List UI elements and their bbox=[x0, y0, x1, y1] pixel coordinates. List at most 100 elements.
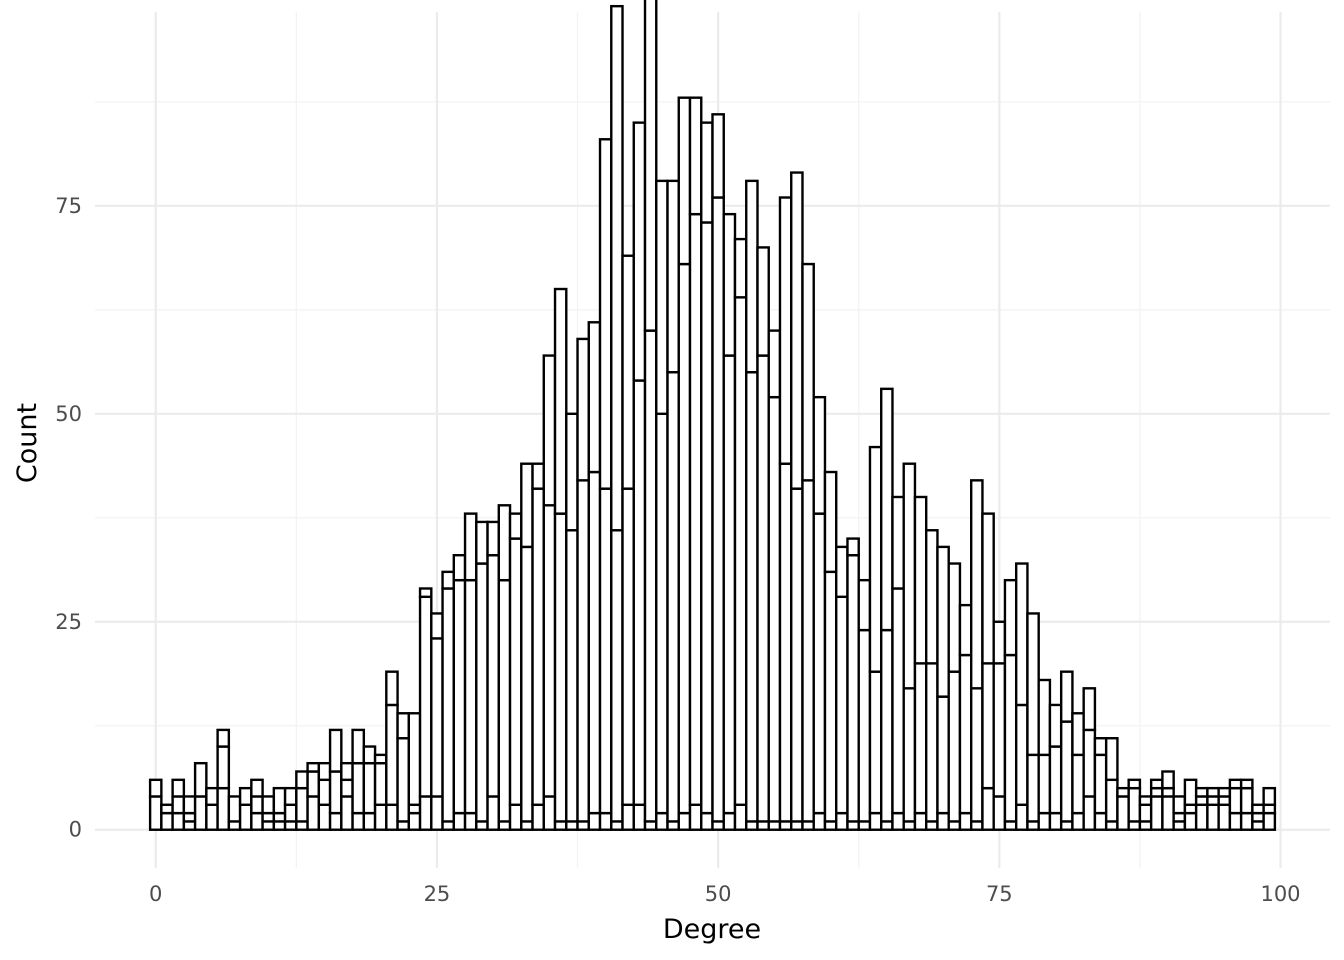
bar-segment bbox=[790, 487, 804, 823]
bar-segment bbox=[160, 811, 174, 831]
bar-segment bbox=[688, 803, 703, 831]
x-axis-title: Degree bbox=[663, 914, 761, 945]
bar-segment bbox=[958, 653, 973, 815]
bar-segment bbox=[328, 728, 343, 773]
bar-segment bbox=[362, 811, 377, 831]
bar-segment bbox=[317, 803, 332, 831]
bar-segment bbox=[880, 387, 894, 632]
bar-segment bbox=[981, 662, 995, 790]
bar-segment bbox=[531, 487, 545, 806]
bar-segment bbox=[182, 811, 197, 823]
bar-segment bbox=[418, 595, 433, 798]
bar-segment bbox=[1228, 778, 1243, 790]
x-tick-label: 100 bbox=[1260, 882, 1300, 906]
bar-segment bbox=[373, 753, 388, 765]
bar-segment bbox=[767, 329, 782, 399]
bar-segment bbox=[1071, 712, 1085, 757]
bar-segment bbox=[1014, 703, 1029, 806]
bar-segment bbox=[430, 612, 444, 640]
bar-segment bbox=[441, 587, 456, 823]
bar-segment bbox=[891, 811, 905, 831]
bar-segment bbox=[790, 820, 804, 831]
bar-segment bbox=[452, 554, 467, 582]
bar-segment bbox=[981, 512, 995, 665]
bar-segment bbox=[553, 287, 568, 515]
bar-segment bbox=[891, 495, 905, 590]
bar-segment bbox=[430, 637, 444, 798]
bar-segment bbox=[407, 803, 422, 815]
bar-segment bbox=[722, 354, 737, 815]
bar-segment bbox=[1104, 778, 1119, 823]
bar-segment bbox=[1239, 786, 1254, 815]
bar-segment bbox=[373, 803, 388, 831]
bar-segment bbox=[1071, 753, 1085, 815]
bar-segment bbox=[542, 354, 557, 507]
bars bbox=[148, 0, 1277, 831]
bar-segment bbox=[733, 296, 748, 806]
bar-segment bbox=[1127, 786, 1142, 823]
bar-segment bbox=[1251, 803, 1265, 815]
bar-segment bbox=[508, 537, 523, 806]
bar-segment bbox=[1082, 687, 1097, 732]
bar-segment bbox=[767, 395, 782, 823]
bar-segment bbox=[1251, 820, 1265, 831]
bar-segment bbox=[261, 811, 276, 823]
bar-segment bbox=[1161, 795, 1175, 831]
bar-segment bbox=[925, 662, 939, 823]
bar-segment bbox=[283, 803, 298, 823]
bar-segment bbox=[553, 820, 568, 831]
bar-segment bbox=[227, 795, 242, 823]
bar-segment bbox=[565, 412, 579, 532]
y-tick-label: 75 bbox=[55, 194, 82, 218]
bar-segment bbox=[756, 354, 770, 823]
bar-segment bbox=[1149, 786, 1164, 798]
bar-segment bbox=[801, 820, 815, 831]
bar-segment bbox=[1149, 778, 1164, 790]
bar-segment bbox=[610, 529, 624, 823]
bar-segment bbox=[1037, 811, 1052, 831]
y-axis-title: Count bbox=[12, 403, 43, 483]
bar-segment bbox=[531, 803, 545, 831]
bar-segment bbox=[666, 820, 680, 831]
bar-segment bbox=[666, 179, 680, 374]
bar-segment bbox=[598, 487, 613, 815]
bar-segment bbox=[733, 237, 748, 299]
bar-segment bbox=[1048, 745, 1063, 815]
bar-segment bbox=[677, 262, 692, 815]
bar-segment bbox=[711, 196, 725, 823]
bar-segment bbox=[812, 395, 827, 515]
bar-segment bbox=[362, 761, 377, 815]
bar-segment bbox=[238, 803, 253, 831]
bar-segment bbox=[1003, 578, 1018, 657]
bar-segment bbox=[880, 628, 894, 823]
bar-segment bbox=[452, 811, 467, 831]
bar-segment bbox=[1037, 753, 1052, 815]
bar-segment bbox=[1071, 811, 1085, 831]
bar-segment bbox=[283, 820, 298, 831]
bar-segment bbox=[745, 179, 759, 374]
bar-segment bbox=[823, 570, 838, 823]
bar-segment bbox=[1003, 820, 1018, 831]
bar-segment bbox=[407, 811, 422, 831]
bar-segment bbox=[1059, 670, 1074, 723]
bar-segment bbox=[396, 820, 411, 831]
bar-segment bbox=[801, 479, 815, 823]
bar-segment bbox=[295, 820, 309, 831]
bar-segment bbox=[497, 578, 512, 823]
bar-segment bbox=[745, 371, 759, 823]
bar-segment bbox=[1172, 795, 1187, 815]
bar-segment bbox=[756, 246, 770, 357]
bar-segment bbox=[306, 761, 321, 773]
bar-segment bbox=[913, 495, 928, 665]
bar-segment bbox=[520, 820, 534, 831]
bar-segment bbox=[1093, 753, 1108, 815]
bar-segment bbox=[1194, 803, 1209, 831]
bar-segment bbox=[936, 545, 950, 698]
bar-segment bbox=[666, 371, 680, 823]
bar-segment bbox=[643, 820, 658, 831]
bar-segment bbox=[576, 479, 590, 823]
bar-segment bbox=[610, 4, 624, 532]
bar-segment bbox=[385, 703, 399, 806]
bar-segment bbox=[925, 820, 939, 831]
x-tick-label: 75 bbox=[986, 882, 1013, 906]
